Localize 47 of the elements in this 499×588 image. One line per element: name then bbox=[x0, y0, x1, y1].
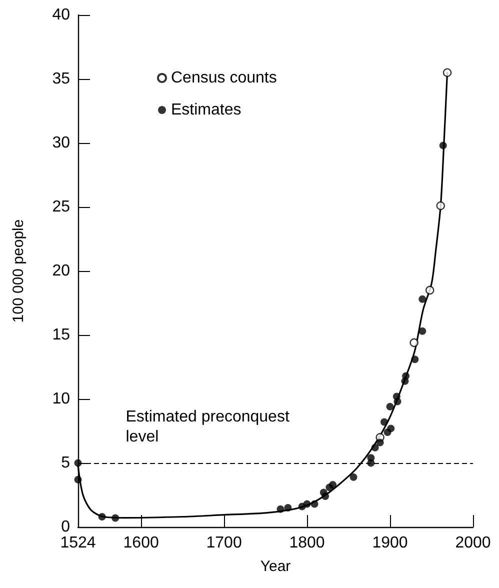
y-tick-label: 40 bbox=[52, 6, 70, 24]
y-tick-label: 0 bbox=[61, 518, 70, 536]
x-axis-title: Year bbox=[260, 558, 291, 575]
point bbox=[418, 327, 426, 335]
point bbox=[386, 402, 394, 410]
point bbox=[112, 514, 120, 522]
ref-line-label: Estimated preconquest level bbox=[126, 408, 294, 446]
y-tick-label: 25 bbox=[52, 198, 70, 216]
y-tick-label: 5 bbox=[61, 454, 70, 472]
point bbox=[303, 500, 311, 508]
point bbox=[376, 438, 384, 446]
point bbox=[439, 142, 447, 150]
point bbox=[74, 459, 82, 467]
point bbox=[411, 356, 419, 364]
y-tick-label: 20 bbox=[52, 262, 70, 280]
point bbox=[418, 295, 426, 303]
x-tick-label: 1900 bbox=[372, 534, 408, 552]
point bbox=[387, 424, 395, 432]
y-tick-label: 35 bbox=[52, 70, 70, 88]
point bbox=[436, 201, 445, 210]
point bbox=[426, 286, 434, 295]
point bbox=[350, 473, 358, 481]
point bbox=[276, 505, 284, 513]
point bbox=[371, 444, 379, 452]
x-tick-label: 1700 bbox=[206, 534, 242, 552]
point bbox=[410, 338, 418, 348]
x-tick-label: 1600 bbox=[123, 534, 159, 552]
y-tick-label: 10 bbox=[52, 390, 70, 408]
y-tick-label: 30 bbox=[52, 134, 70, 152]
x-tick-label: 1800 bbox=[289, 534, 325, 552]
point bbox=[402, 372, 410, 380]
point bbox=[394, 398, 402, 406]
x-tick-label: 2000 bbox=[455, 534, 491, 552]
y-axis-title: 100 000 people bbox=[10, 219, 27, 323]
point bbox=[310, 500, 318, 508]
legend-label: Estimates bbox=[171, 102, 242, 118]
legend-label: Census counts bbox=[171, 70, 277, 86]
y-tick-label: 15 bbox=[52, 326, 70, 344]
point bbox=[367, 459, 375, 467]
point bbox=[322, 492, 330, 500]
point bbox=[284, 504, 292, 512]
point bbox=[380, 418, 388, 426]
point bbox=[442, 68, 452, 77]
point bbox=[98, 513, 106, 521]
x-tick-label: 1524 bbox=[60, 534, 96, 552]
point bbox=[329, 481, 337, 489]
point bbox=[74, 476, 82, 484]
